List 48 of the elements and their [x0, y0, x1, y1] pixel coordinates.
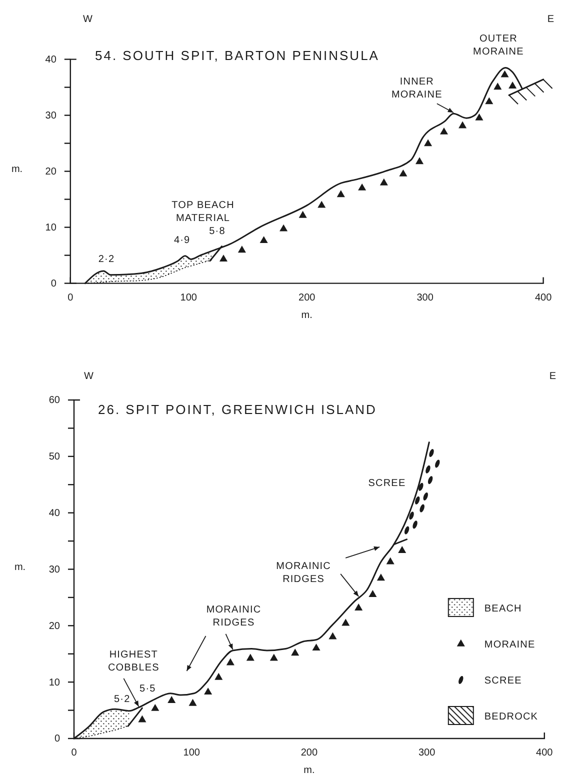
- y-tick-label: 0: [50, 278, 57, 290]
- annotation: MORAINIC RIDGES: [206, 604, 262, 628]
- y-tick-label: 10: [45, 222, 57, 234]
- x-tick-label: 100: [183, 748, 200, 759]
- annotation: INNER MORAINE: [392, 76, 442, 101]
- annotation: HIGHEST COBBLES: [108, 649, 160, 674]
- y-tick-label: 0: [54, 734, 60, 745]
- chart-title: 54. SOUTH SPIT, BARTON PENINSULA: [95, 48, 380, 63]
- y-tick-label: 40: [45, 54, 57, 66]
- annotation: 5·5: [140, 683, 156, 694]
- text: E: [547, 14, 555, 25]
- chart-title: 26. SPIT POINT, GREENWICH ISLAND: [98, 402, 377, 417]
- x-tick-label: 0: [71, 748, 78, 759]
- x-tick-label: 0: [68, 292, 74, 304]
- y-tick-label: 60: [48, 395, 60, 406]
- x-axis-title: m.: [301, 310, 312, 321]
- y-axis-title: m.: [11, 164, 23, 175]
- x-tick-label: 400: [534, 292, 552, 304]
- annotation: OUTER MORAINE: [473, 34, 524, 58]
- legend-label: BEDROCK: [484, 712, 538, 722]
- annotation: 5·2: [114, 694, 130, 706]
- y-tick-label: 30: [48, 564, 60, 576]
- x-tick-label: 100: [180, 292, 198, 304]
- x-tick-label: 200: [300, 748, 318, 759]
- legend-label: MORAINE: [484, 640, 536, 650]
- text: W: [82, 14, 94, 25]
- annotation: 4·9: [174, 234, 190, 246]
- text: W: [84, 371, 94, 382]
- y-tick-label: 30: [45, 110, 57, 122]
- x-tick-label: 300: [418, 748, 436, 759]
- x-axis-title: m.: [304, 765, 315, 776]
- y-tick-label: 10: [48, 677, 60, 688]
- x-tick-label: 300: [416, 292, 434, 304]
- annotation: SCREE: [368, 478, 406, 489]
- annotation: MORAINIC RIDGES: [276, 560, 331, 585]
- y-tick-label: 40: [48, 508, 60, 520]
- text: E: [549, 371, 557, 382]
- x-tick-label: 400: [536, 748, 554, 759]
- legend-label: BEACH: [484, 604, 522, 614]
- annotation: 5·8: [209, 226, 226, 237]
- y-tick-label: 20: [45, 166, 57, 178]
- y-axis-title: m.: [14, 562, 26, 573]
- y-tick-label: 20: [48, 620, 60, 632]
- y-tick-label: 50: [48, 452, 60, 463]
- x-tick-label: 200: [298, 292, 316, 304]
- legend-label: SCREE: [484, 676, 522, 686]
- annotation: TOP BEACH MATERIAL: [172, 200, 234, 224]
- annotation: 2·2: [98, 254, 115, 265]
